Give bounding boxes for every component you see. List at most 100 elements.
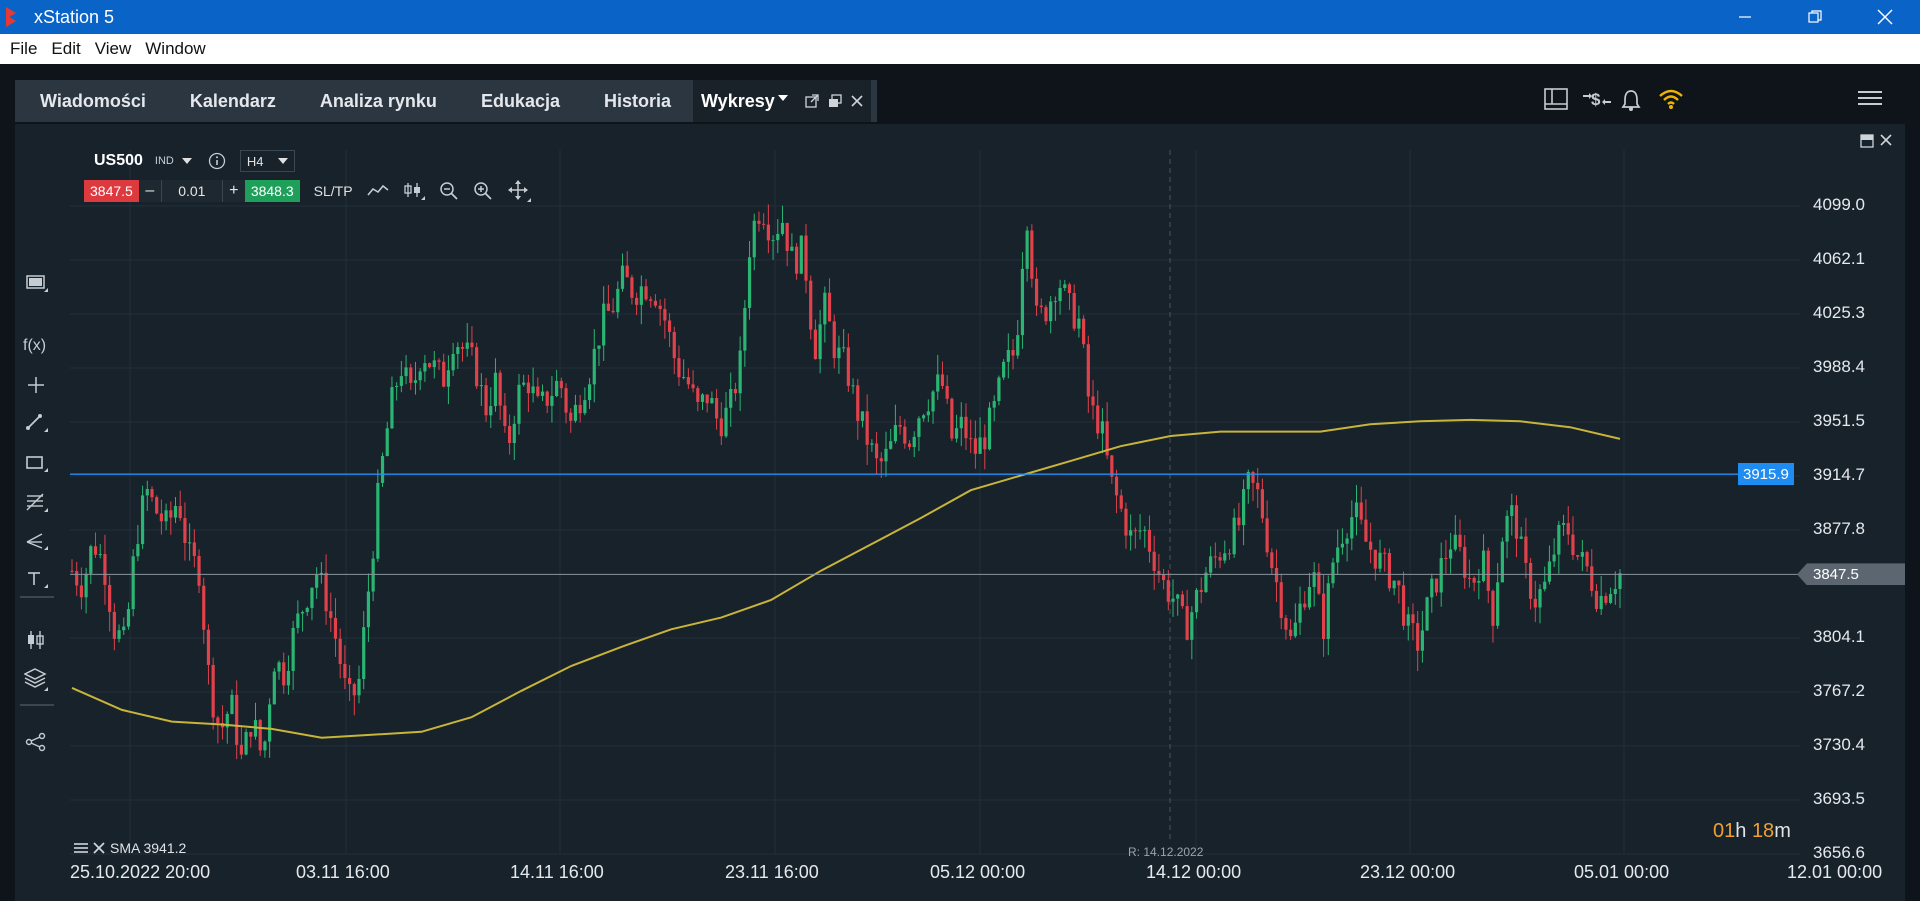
timeframe-value: H4 (246, 153, 264, 169)
restore-button[interactable] (1780, 0, 1850, 34)
layers-icon[interactable] (18, 664, 54, 694)
layout-icon[interactable] (1544, 88, 1568, 115)
chart-panel (15, 124, 1905, 901)
x-tick-label: 12.01 00:00 (1787, 862, 1883, 882)
x-tick-label: 05.12 00:00 (930, 862, 1026, 882)
trendline-icon[interactable] (18, 408, 54, 438)
tab-education[interactable]: Edukacja (480, 90, 560, 111)
tab-news[interactable]: Wiadomości (40, 90, 146, 111)
fibonacci-icon[interactable] (18, 488, 54, 518)
close-panel-icon[interactable] (1880, 134, 1892, 148)
minimize-button[interactable] (1710, 0, 1780, 34)
volume-stepper: – 0.01 + (138, 180, 245, 202)
sltp-button[interactable]: SL/TP (313, 183, 353, 199)
dollar-transfer-icon[interactable]: $ (1582, 88, 1612, 115)
pitchfork-icon[interactable] (18, 526, 54, 556)
line-chart-icon[interactable] (366, 182, 389, 200)
x-tick-label: 05.01 00:00 (1574, 862, 1670, 882)
volume-decrease-button[interactable]: – (145, 182, 155, 199)
svg-text:f(x): f(x) (23, 337, 46, 354)
toolbar-divider-2 (20, 704, 54, 706)
popout-icon[interactable] (805, 94, 819, 108)
timer-minutes-unit: m (1774, 820, 1791, 842)
crosshair-icon[interactable] (18, 370, 54, 400)
pan-icon[interactable] (507, 180, 531, 202)
candle-type-icon[interactable] (403, 181, 425, 201)
x-axis-labels: 25.10.2022 20:00 03.11 16:00 14.11 16:00 23… (0, 862, 1920, 884)
menu-view[interactable]: View (94, 39, 132, 58)
indicator-legend: SMA 3941.2 (74, 840, 191, 856)
y-tick-label: 3914.7 (1813, 464, 1865, 484)
buy-button[interactable]: 3848.3 (244, 180, 300, 202)
volume-input[interactable]: 0.01 (160, 180, 223, 202)
bell-icon[interactable] (1620, 88, 1642, 117)
x-tick-label: 03.11 16:00 (296, 862, 390, 882)
wifi-icon (1658, 88, 1684, 115)
y-tick-label: 3877.8 (1813, 519, 1865, 538)
timeframe-dropdown-icon (277, 158, 288, 164)
menu-edit[interactable]: Edit (51, 39, 81, 58)
y-tick-label: 3767.2 (1813, 681, 1865, 700)
menu-window[interactable]: Window (145, 39, 206, 58)
indicator-label: SMA 3941.2 (110, 840, 187, 856)
x-tick-label: 25.10.2022 20:00 (70, 862, 211, 882)
symbol-dropdown-icon[interactable] (181, 158, 192, 164)
main-tabs: Wiadomości Kalendarz Analiza rynku Eduka… (15, 80, 877, 122)
zoom-in-icon[interactable] (473, 181, 493, 201)
title-bar: xStation 5 (0, 0, 1920, 34)
hamburger-menu-icon[interactable] (1858, 88, 1882, 113)
current-price-value: 3847.5 (1813, 565, 1859, 583)
y-tick-label: 3988.4 (1813, 357, 1865, 376)
text-tool-icon[interactable] (18, 564, 54, 594)
trade-row: 3847.5 – 0.01 + 3848.3 SL/TP (84, 180, 531, 202)
close-icon (1877, 9, 1893, 25)
y-tick-label: 4099.0 (1813, 195, 1865, 214)
x-tick-label: 14.11 16:00 (510, 862, 604, 882)
x-tick-label: 23.11 16:00 (725, 862, 819, 882)
y-tick-label: 4062.1 (1813, 249, 1865, 269)
tab-close-icon[interactable] (851, 95, 863, 107)
windows-icon[interactable] (828, 94, 842, 108)
y-tick-label: 3730.4 (1813, 734, 1865, 754)
timer-minutes: 18 (1751, 820, 1775, 842)
candle-settings-icon[interactable] (18, 625, 54, 655)
indicator-settings-icon[interactable] (74, 842, 88, 854)
symbol-class: IND (154, 155, 174, 167)
window-title: xStation 5 (34, 6, 115, 27)
symbol-name[interactable]: US500 (94, 152, 143, 169)
volume-increase-button[interactable]: + (229, 182, 239, 199)
candle-timer: 01h 18m (1713, 820, 1791, 843)
zoom-out-icon[interactable] (439, 181, 459, 201)
close-button[interactable] (1850, 0, 1920, 34)
indicators-icon[interactable]: f(x) (18, 330, 54, 360)
y-tick-label: 3656.6 (1813, 843, 1865, 862)
chevron-down-icon (777, 95, 788, 101)
panel-controls (1854, 134, 1892, 148)
timer-hours-unit: h (1735, 820, 1747, 842)
maximize-panel-icon[interactable] (1860, 134, 1874, 148)
crosshair-date-label: R: 14.12.2022 (1128, 845, 1204, 859)
menu-file[interactable]: File (10, 39, 38, 58)
timer-hours: 01 (1713, 820, 1736, 842)
timeframe-select[interactable]: H4 (239, 150, 295, 172)
info-icon[interactable] (208, 152, 226, 170)
sell-button[interactable]: 3847.5 (84, 180, 139, 202)
tab-charts[interactable]: Wykresy (693, 80, 796, 122)
y-tick-label: 3804.1 (1813, 626, 1865, 646)
current-price-tag: 3847.5 (1797, 563, 1905, 586)
restore-icon (1808, 10, 1822, 23)
share-icon[interactable] (18, 727, 54, 757)
y-tick-label: 4025.3 (1813, 302, 1865, 322)
x-tick-label: 23.12 00:00 (1360, 862, 1456, 882)
rectangle-tool-icon[interactable] (18, 448, 54, 478)
symbol-row: US500 IND H4 (94, 150, 295, 172)
chart-layout-icon[interactable] (18, 268, 54, 298)
toolbar-divider (20, 596, 54, 598)
tab-history[interactable]: Historia (603, 90, 672, 111)
tab-calendar[interactable]: Kalendarz (189, 90, 276, 111)
tab-market-analysis[interactable]: Analiza rynku (319, 90, 437, 111)
hline-price-tag[interactable]: 3915.9 (1738, 463, 1794, 486)
indicator-remove-icon[interactable] (93, 842, 105, 854)
y-tick-label: 3951.5 (1813, 411, 1865, 431)
x-tick-label: 14.12 00:00 (1146, 862, 1242, 882)
